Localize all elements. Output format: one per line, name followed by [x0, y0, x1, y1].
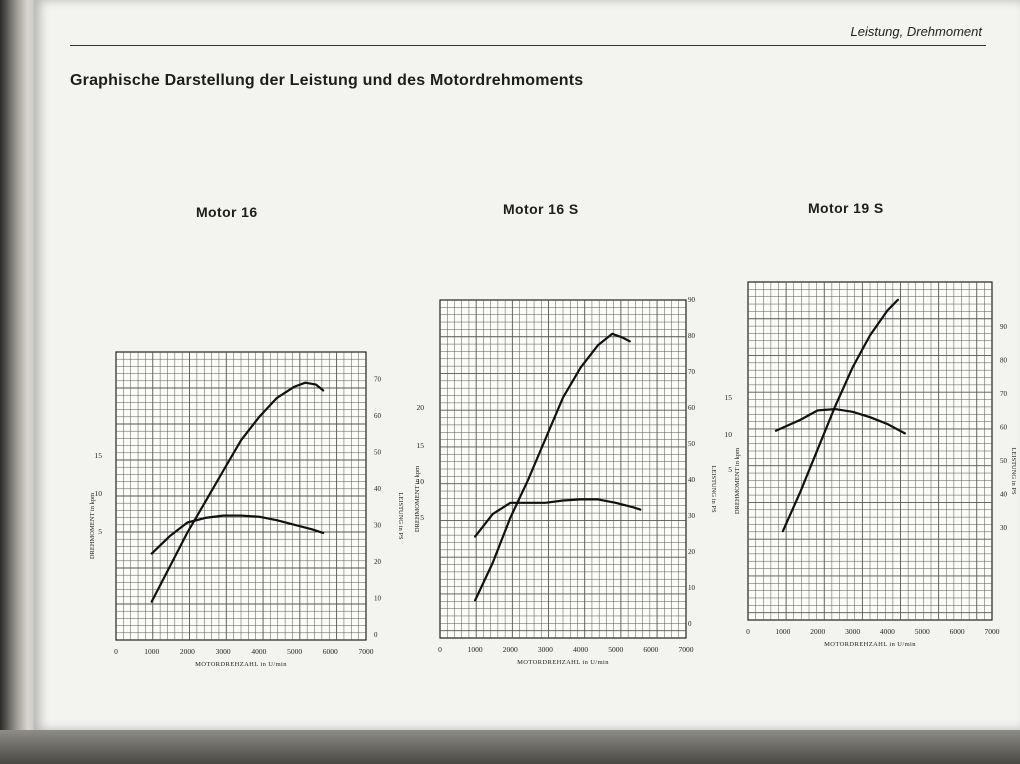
- chart-1-power-curve: [474, 332, 631, 602]
- y-right-tick-label: 60: [374, 412, 382, 420]
- y-left-tick-label: 20: [417, 403, 425, 412]
- x-tick-label: 5000: [608, 645, 623, 654]
- y-right-tick-label: 30: [1000, 524, 1008, 532]
- x-tick-label: 6000: [643, 645, 658, 654]
- y-right-tick-label: 10: [688, 584, 696, 592]
- x-tick-label: 1000: [468, 645, 483, 654]
- y-right-tick-label: 60: [688, 404, 696, 412]
- y-left-tick-label: 15: [725, 393, 733, 402]
- y-left-axis-label: DREHMOMENT in kpm: [89, 493, 96, 559]
- x-axis-label: MOTORDREHZAHL in U/min: [517, 659, 609, 666]
- y-right-tick-label: 90: [1000, 323, 1008, 331]
- y-right-tick-label: 0: [374, 631, 378, 639]
- x-tick-label: 1000: [144, 647, 159, 656]
- y-right-axis-label: LEISTUNG in PS: [1010, 447, 1017, 495]
- y-right-tick-label: 70: [1000, 390, 1008, 398]
- y-left-tick-label: 10: [725, 430, 733, 439]
- chart-title-motor-16: Motor 16: [196, 204, 258, 220]
- y-left-tick-label: 10: [417, 477, 425, 486]
- y-right-axis-label: LEISTUNG in PS: [710, 465, 717, 513]
- x-tick-label: 4000: [880, 627, 895, 636]
- chart-0-torque-curve: [150, 514, 325, 555]
- y-left-tick-label: 5: [420, 513, 424, 522]
- x-tick-label: 6000: [950, 627, 965, 636]
- x-tick-label: 0: [438, 645, 442, 654]
- x-axis-label: MOTORDREHZAHL in U/min: [824, 641, 916, 648]
- y-right-tick-label: 50: [374, 449, 382, 457]
- x-tick-label: 3000: [216, 647, 231, 656]
- x-tick-label: 5000: [915, 627, 930, 636]
- y-left-tick-label: 5: [728, 465, 732, 474]
- y-right-tick-label: 30: [688, 512, 696, 520]
- y-right-tick-label: 90: [688, 296, 696, 304]
- y-right-tick-label: 20: [688, 548, 696, 556]
- x-tick-label: 7000: [985, 627, 1000, 636]
- page-title: Graphische Darstellung der Leistung und …: [70, 72, 584, 89]
- y-left-tick-label: 15: [95, 451, 103, 460]
- chart-1-torque-curve: [474, 498, 642, 538]
- x-tick-label: 0: [114, 647, 118, 656]
- y-right-tick-label: 80: [688, 332, 696, 340]
- y-right-tick-label: 50: [688, 440, 696, 448]
- page-bottom-edge: [0, 730, 1020, 764]
- x-tick-label: 7000: [679, 645, 694, 654]
- y-right-tick-label: 40: [688, 476, 696, 484]
- x-tick-label: 6000: [323, 647, 338, 656]
- chart-2-power-curve: [781, 298, 900, 533]
- x-tick-label: 4000: [251, 647, 266, 656]
- x-tick-label: 2000: [503, 645, 518, 654]
- y-left-tick-label: 15: [417, 441, 425, 450]
- y-right-tick-label: 40: [374, 485, 382, 493]
- chart-2-torque-curve: [774, 408, 907, 435]
- y-left-axis-label: DREHMOMENT in kpm: [734, 448, 741, 514]
- y-right-axis-label: LEISTUNG in PS: [397, 492, 404, 540]
- y-right-tick-label: 0: [688, 620, 692, 628]
- chart-0-power-curve: [150, 381, 325, 603]
- chart-title-motor-16s: Motor 16 S: [503, 201, 579, 217]
- x-tick-label: 3000: [845, 627, 860, 636]
- x-tick-label: 0: [746, 627, 750, 636]
- y-left-tick-label: 10: [95, 489, 103, 498]
- x-tick-label: 4000: [573, 645, 588, 654]
- y-right-tick-label: 80: [1000, 357, 1008, 365]
- x-tick-label: 2000: [810, 627, 825, 636]
- y-right-tick-label: 40: [1000, 491, 1008, 499]
- x-tick-label: 2000: [180, 647, 195, 656]
- y-right-tick-label: 70: [374, 376, 382, 384]
- x-axis-label: MOTORDREHZAHL in U/min: [195, 661, 287, 668]
- x-tick-label: 1000: [775, 627, 790, 636]
- x-tick-label: 3000: [538, 645, 553, 654]
- chart-title-motor-19s: Motor 19 S: [808, 200, 884, 216]
- header-rule: [70, 45, 986, 46]
- y-right-tick-label: 60: [1000, 424, 1008, 432]
- y-right-tick-label: 70: [688, 368, 696, 376]
- x-tick-label: 5000: [287, 647, 302, 656]
- y-left-tick-label: 5: [98, 527, 102, 536]
- y-right-tick-label: 50: [1000, 457, 1008, 465]
- y-right-tick-label: 30: [374, 522, 382, 530]
- y-left-axis-label: DREHMOMENT in kpm: [414, 466, 421, 532]
- binder-edge: [0, 0, 40, 764]
- y-right-tick-label: 10: [374, 595, 382, 603]
- section-header: Leistung, Drehmoment: [850, 24, 982, 39]
- x-tick-label: 7000: [359, 647, 374, 656]
- y-right-tick-label: 20: [374, 558, 382, 566]
